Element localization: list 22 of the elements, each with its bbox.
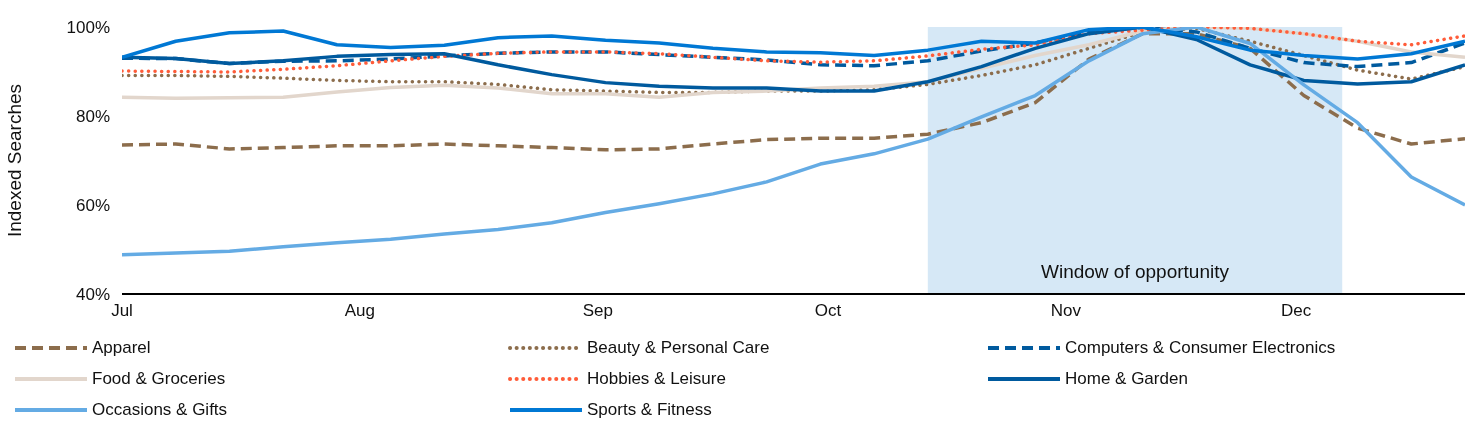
x-tick-label: Jul [111,301,133,321]
x-tick-label: Nov [1050,301,1082,321]
legend-label: Home & Garden [1065,369,1188,389]
x-tick-label: Oct [814,301,842,321]
legend-label: Beauty & Personal Care [587,338,770,358]
x-tick-label: Aug [344,301,376,321]
line-series [122,27,1465,61]
legend-label: Computers & Consumer Electronics [1065,338,1336,358]
legend-label: Occasions & Gifts [92,400,228,420]
line-series [122,27,1465,257]
y-tick-label: 100% [66,18,110,38]
legend-label: Sports & Fitness [587,400,712,420]
x-tick-label: Dec [1281,301,1312,321]
legend-label: Food & Groceries [92,369,226,389]
line-series [122,31,1465,152]
y-tick-label: 40% [75,285,110,305]
band-label: Window of opportunity [1041,261,1230,282]
y-tick-label: 60% [75,196,110,216]
x-tick-label: Sep [582,301,613,321]
legend-label: Hobbies & Leisure [587,369,726,389]
y-tick-label: 80% [75,107,110,127]
legend-label: Apparel [92,338,151,358]
